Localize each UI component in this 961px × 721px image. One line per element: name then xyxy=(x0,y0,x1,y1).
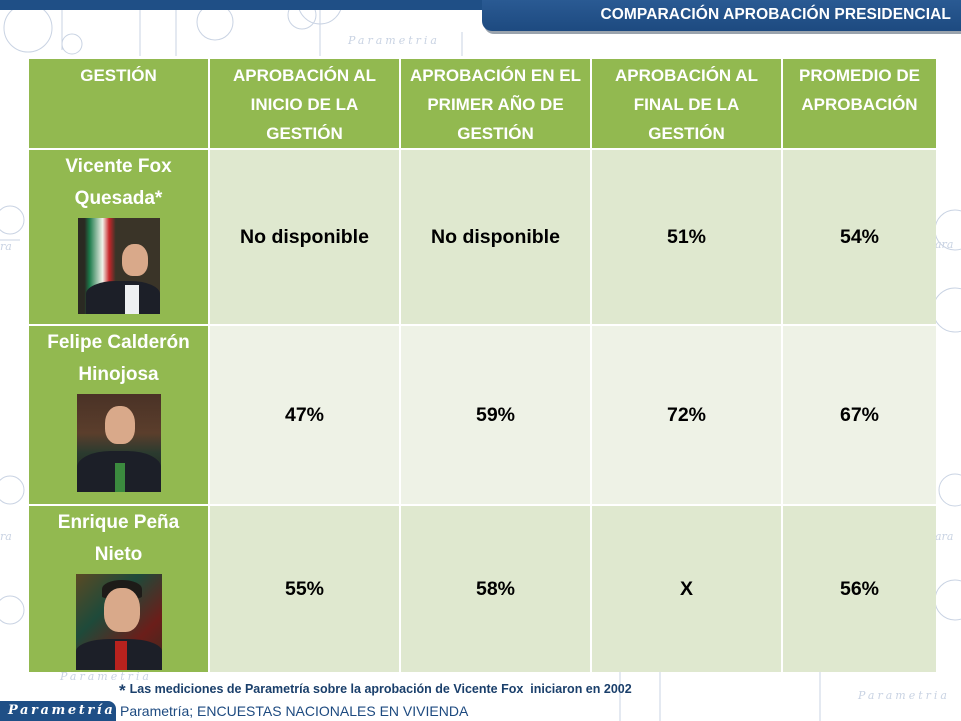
footnote-marker: * xyxy=(119,681,126,700)
column-header-gestion: GESTIÓN xyxy=(29,59,208,148)
cell-promedio: 54% xyxy=(783,150,936,324)
portrait-vicente-fox xyxy=(77,218,160,314)
source-text: Parametría; ENCUESTAS NACIONALES EN VIVI… xyxy=(120,703,469,719)
table-row: Felipe Calderón Hinojosa 47% 59% 72% 67% xyxy=(29,326,936,504)
column-header-primer-anio: APROBACIÓN EN EL PRIMER AÑO DE GESTIÓN xyxy=(401,59,590,148)
president-cell: Enrique Peña Nieto xyxy=(29,506,208,672)
column-header-promedio: PROMEDIO DE APROBACIÓN xyxy=(783,59,936,148)
president-cell: Felipe Calderón Hinojosa xyxy=(29,326,208,504)
cell-promedio: 67% xyxy=(783,326,936,504)
president-name: Vicente Fox Quesada* xyxy=(65,156,172,209)
svg-text:ra: ra xyxy=(0,530,12,543)
table-row: Vicente Fox Quesada* No disponible No di… xyxy=(29,150,936,324)
president-name: Felipe Calderón Hinojosa xyxy=(47,332,190,385)
parametria-logo: Parametría xyxy=(0,701,116,721)
portrait-felipe-calderon xyxy=(76,394,161,492)
column-header-inicio: APROBACIÓN AL INICIO DE LA GESTIÓN xyxy=(210,59,399,148)
title-banner: COMPARACIÓN APROBACIÓN PRESIDENCIAL xyxy=(482,0,961,31)
table-row: Enrique Peña Nieto 55% 58% X 56% xyxy=(29,506,936,672)
cell-inicio: 55% xyxy=(210,506,399,672)
cell-inicio: 47% xyxy=(210,326,399,504)
cell-inicio: No disponible xyxy=(210,150,399,324)
approval-comparison-table: GESTIÓN APROBACIÓN AL INICIO DE LA GESTI… xyxy=(27,57,938,674)
footnote: * Las mediciones de Parametría sobre la a… xyxy=(119,681,632,701)
svg-text:Parametria: Parametria xyxy=(347,34,440,47)
cell-promedio: 56% xyxy=(783,506,936,672)
president-cell: Vicente Fox Quesada* xyxy=(29,150,208,324)
cell-primer-anio: 58% xyxy=(401,506,590,672)
footnote-text: Las mediciones de Parametría sobre la ap… xyxy=(129,682,632,696)
cell-final: 72% xyxy=(592,326,781,504)
cell-final: 51% xyxy=(592,150,781,324)
portrait-enrique-pena-nieto xyxy=(75,574,162,670)
president-name: Enrique Peña Nieto xyxy=(57,512,180,565)
top-bar xyxy=(0,0,961,10)
column-header-final: APROBACIÓN AL FINAL DE LA GESTIÓN xyxy=(592,59,781,148)
table-header-row: GESTIÓN APROBACIÓN AL INICIO DE LA GESTI… xyxy=(29,59,936,148)
svg-text:ra: ra xyxy=(0,240,12,253)
cell-final: X xyxy=(592,506,781,672)
cell-primer-anio: No disponible xyxy=(401,150,590,324)
svg-text:Parametria: Parametria xyxy=(857,689,950,702)
cell-primer-anio: 59% xyxy=(401,326,590,504)
page-title: COMPARACIÓN APROBACIÓN PRESIDENCIAL xyxy=(600,6,951,23)
